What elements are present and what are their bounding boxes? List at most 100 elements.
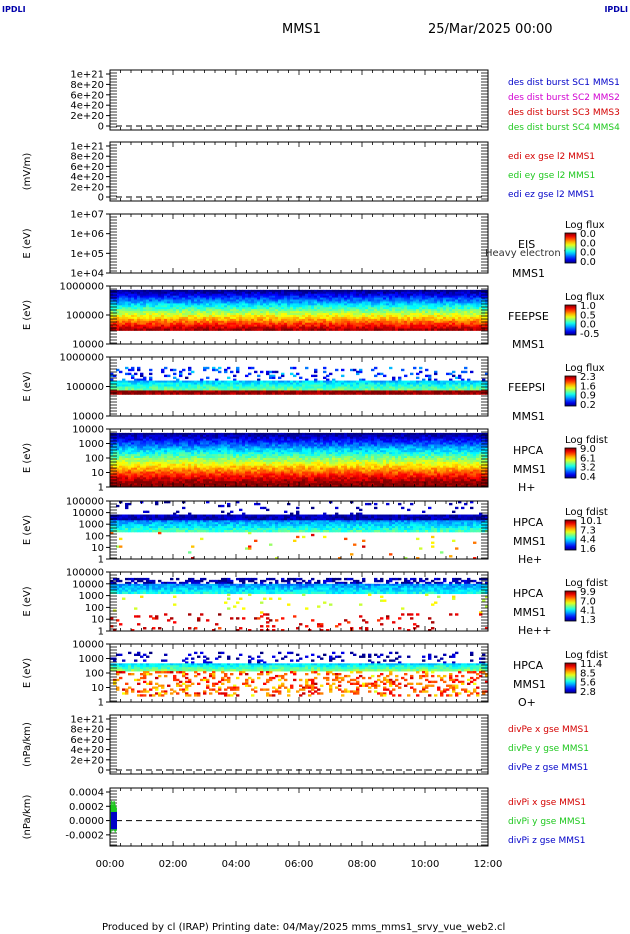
heatmap-cell bbox=[332, 316, 336, 320]
heatmap-cell bbox=[176, 316, 180, 320]
heatmap-cell bbox=[122, 305, 126, 308]
heatmap-cell bbox=[413, 366, 417, 370]
heatmap-cell bbox=[125, 297, 129, 300]
heatmap-cell bbox=[155, 390, 159, 393]
heatmap-cell bbox=[446, 322, 450, 326]
heatmap-cell bbox=[197, 311, 201, 314]
heatmap-cell bbox=[305, 315, 309, 318]
heatmap-cell bbox=[371, 297, 375, 300]
heatmap-cell bbox=[416, 311, 420, 314]
heatmap-cell bbox=[131, 384, 135, 387]
heatmap-cell bbox=[374, 301, 378, 304]
heatmap-cell bbox=[320, 303, 324, 306]
heatmap-cell bbox=[266, 311, 270, 314]
heatmap-cell bbox=[254, 291, 258, 295]
heatmap-cell bbox=[437, 303, 441, 306]
heatmap-cell bbox=[218, 366, 222, 370]
heatmap-cell bbox=[191, 305, 195, 308]
heatmap-cell bbox=[479, 299, 483, 302]
heatmap-cell bbox=[344, 311, 348, 314]
heatmap-cell bbox=[146, 293, 150, 297]
heatmap-cell bbox=[194, 440, 198, 443]
heatmap-cell bbox=[398, 384, 402, 387]
heatmap-cell bbox=[257, 316, 261, 320]
heatmap-cell bbox=[323, 366, 327, 370]
heatmap-cell bbox=[143, 324, 147, 327]
heatmap-cell bbox=[356, 438, 360, 441]
heatmap-cell bbox=[230, 309, 234, 312]
heatmap-cell bbox=[149, 291, 153, 295]
heatmap-cell bbox=[332, 322, 336, 326]
heatmap-cell bbox=[443, 295, 447, 298]
heatmap-cell bbox=[167, 297, 171, 300]
heatmap-cell bbox=[134, 382, 138, 385]
heatmap-cell bbox=[131, 297, 135, 300]
heatmap-cell bbox=[191, 432, 195, 436]
heatmap-cell bbox=[446, 313, 450, 316]
heatmap-cell bbox=[230, 370, 234, 374]
heatmap-cell bbox=[410, 324, 414, 327]
heatmap-cell bbox=[344, 328, 348, 331]
heatmap-cell bbox=[326, 388, 330, 391]
heatmap-cell bbox=[320, 311, 324, 314]
heatmap-cell bbox=[410, 303, 414, 306]
heatmap-cell bbox=[290, 297, 294, 300]
heatmap-cell bbox=[395, 293, 399, 297]
instrument-label: MMS1 bbox=[512, 338, 545, 351]
heatmap-cell bbox=[221, 289, 225, 293]
heatmap-cell bbox=[359, 316, 363, 320]
heatmap-cell bbox=[257, 309, 261, 312]
heatmap-cell bbox=[299, 297, 303, 300]
heatmap-cell bbox=[377, 309, 381, 312]
heatmap-cell bbox=[326, 313, 330, 316]
heatmap-cell bbox=[209, 295, 213, 298]
heatmap-cell bbox=[359, 434, 363, 438]
heatmap-cell bbox=[464, 388, 468, 391]
heatmap-cell bbox=[215, 315, 219, 318]
heatmap-cell bbox=[470, 328, 474, 331]
heatmap-cell bbox=[476, 295, 480, 298]
heatmap-cell bbox=[464, 328, 468, 331]
heatmap-cell bbox=[314, 440, 318, 443]
heatmap-cell bbox=[449, 438, 453, 441]
heatmap-cell bbox=[302, 297, 306, 300]
heatmap-cell bbox=[236, 324, 240, 327]
heatmap-cell bbox=[410, 293, 414, 297]
heatmap-cell bbox=[449, 289, 453, 293]
heatmap-cell bbox=[437, 322, 441, 326]
heatmap-cell bbox=[218, 320, 222, 324]
heatmap-cell bbox=[164, 440, 168, 443]
heatmap-cell bbox=[227, 309, 231, 312]
heatmap-cell bbox=[296, 434, 300, 438]
heatmap-cell bbox=[200, 380, 204, 383]
heatmap-cell bbox=[218, 326, 222, 329]
heatmap-cell bbox=[431, 316, 435, 320]
heatmap-cell bbox=[413, 436, 417, 440]
heatmap-cell bbox=[428, 318, 432, 322]
heatmap-cell bbox=[176, 291, 180, 295]
heatmap-cell bbox=[158, 380, 162, 383]
heatmap-cell bbox=[362, 316, 366, 320]
heatmap-cell bbox=[314, 289, 318, 293]
heatmap-cell bbox=[350, 309, 354, 312]
heatmap-cell bbox=[302, 390, 306, 393]
heatmap-cell bbox=[287, 311, 291, 314]
heatmap-cell bbox=[335, 295, 339, 298]
heatmap-cell bbox=[233, 386, 237, 389]
heatmap-cell bbox=[485, 301, 489, 304]
heatmap-cell bbox=[191, 382, 195, 385]
heatmap-cell bbox=[431, 305, 435, 308]
heatmap-cell bbox=[368, 295, 372, 298]
heatmap-cell bbox=[476, 380, 480, 383]
heatmap-cell bbox=[299, 315, 303, 318]
heatmap-cell bbox=[386, 320, 390, 324]
heatmap-cell bbox=[170, 328, 174, 331]
heatmap-cell bbox=[218, 440, 222, 443]
heatmap-cell bbox=[467, 324, 471, 327]
heatmap-cell bbox=[281, 438, 285, 441]
heatmap-cell bbox=[446, 289, 450, 293]
heatmap-cell bbox=[245, 434, 249, 438]
heatmap-cell bbox=[308, 311, 312, 314]
heatmap-cell bbox=[350, 392, 354, 395]
heatmap-cell bbox=[287, 307, 291, 310]
